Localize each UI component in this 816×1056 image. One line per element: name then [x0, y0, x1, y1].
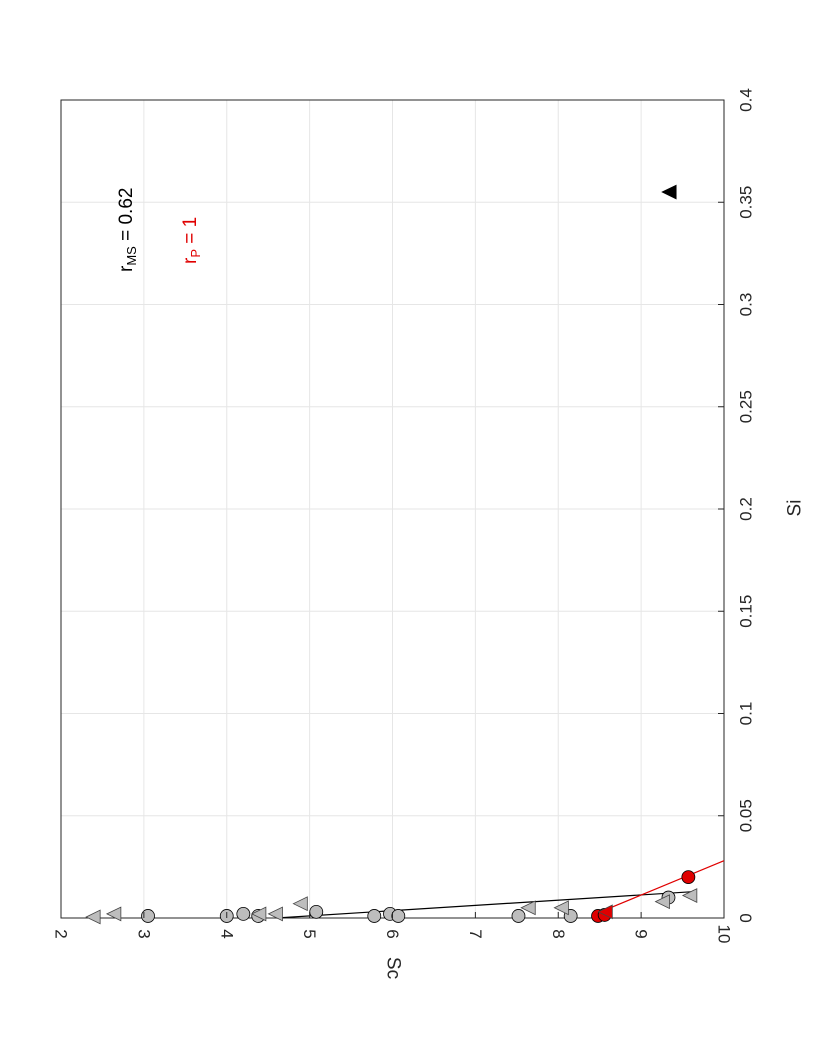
tick-label-sc-text: 2 [52, 929, 71, 938]
tick-label-si-text: 0.35 [737, 186, 756, 219]
tick-label-sc: 3 [134, 929, 153, 938]
tick-label-sc-text: 7 [466, 929, 485, 938]
fit-line-0 [276, 890, 697, 919]
data-point-circle [681, 870, 696, 884]
tick-label-si-text: 0.15 [737, 595, 756, 628]
tick-label-si-text: 0.25 [737, 390, 756, 423]
svg-text:rMS = 0.62: rMS = 0.62 [116, 188, 139, 272]
tick-label-sc: 4 [217, 929, 236, 938]
tick-label-si-text: 0.2 [737, 497, 756, 521]
grid [60, 99, 725, 919]
tick-label-sc: 2 [52, 929, 71, 938]
data-point-triangle [681, 888, 698, 903]
data-point-triangle [250, 906, 267, 922]
data-point-triangle [597, 904, 613, 920]
tick-label-sc: 5 [300, 929, 319, 938]
tick-label-sc-text: 9 [632, 929, 651, 938]
annotation-r-p-label: r [180, 257, 201, 264]
tick-label-sc-text: 8 [549, 929, 568, 938]
data-point-triangle [105, 906, 122, 922]
annotation-r-ms-label: r [116, 265, 137, 272]
tick-label-si-text: 0 [737, 913, 756, 922]
tick-label-sc-text: 6 [383, 929, 402, 938]
tick-label-sc-text: 3 [134, 929, 153, 938]
tick-label-si-text: 0.3 [737, 293, 756, 317]
data-point-circle [141, 909, 155, 923]
tick-label-sc-text: 4 [217, 929, 236, 938]
tick-label-si: 0.05 [737, 799, 756, 832]
tick-label-si: 0.35 [737, 186, 756, 219]
tick-label-si: 0.25 [737, 390, 756, 423]
tick-label-sc: 6 [383, 929, 402, 938]
annotation-r-ms-value: = 0.62 [116, 188, 137, 247]
x-ticks: 0 0.05 0.1 0.15 0.2 0.25 0.3 0.35 0.4 [718, 88, 756, 923]
x-axis-label-text: Si [785, 500, 806, 517]
data-point-triangle [654, 894, 670, 910]
fit-line-1 [595, 860, 725, 915]
tick-label-sc: 9 [632, 929, 651, 938]
svg-text:rP = 1: rP = 1 [180, 217, 203, 264]
x-axis-label: Si [785, 500, 806, 517]
tick-label-si-text: 0.4 [737, 88, 756, 112]
y-axis-label: Sc [383, 957, 404, 979]
tick-label-si-text: 0.05 [737, 799, 756, 832]
data-point-circle [391, 909, 406, 923]
data-point-triangle [292, 896, 308, 912]
data-point-triangle [520, 900, 536, 916]
data-point-triangle [267, 906, 283, 922]
data-point-triangle [553, 900, 569, 916]
tick-label-si: 0.3 [737, 293, 756, 317]
annotation-r-p: rP = 1 [180, 217, 203, 264]
tick-label-si: 0.1 [737, 702, 756, 726]
data-point-triangle [661, 184, 677, 200]
data-point-circle [309, 904, 324, 919]
data-point-triangle [85, 909, 101, 925]
tick-label-sc: 7 [466, 929, 485, 938]
y-ticks: 2 3 4 5 6 7 8 9 10 [52, 912, 734, 943]
fit-lines [276, 860, 725, 919]
annotation-r-p-value: = 1 [180, 217, 201, 249]
annotation-r-p-sub: P [188, 249, 203, 258]
tick-label-sc: 8 [549, 929, 568, 938]
data-point-circle [367, 909, 382, 923]
tick-label-si: 0 [737, 913, 756, 922]
tick-label-sc-text: 10 [715, 925, 734, 944]
annotation-r-ms: rMS = 0.62 [116, 188, 139, 272]
tick-label-sc: 10 [715, 925, 734, 944]
y-axis-label-text: Sc [383, 957, 404, 979]
tick-label-si: 0.15 [737, 595, 756, 628]
tick-label-sc-text: 5 [300, 929, 319, 938]
tick-label-si: 0.4 [737, 88, 756, 112]
data-points [85, 184, 698, 925]
data-point-circle [236, 907, 251, 921]
tick-label-si-text: 0.1 [737, 702, 756, 726]
data-point-circle [511, 909, 526, 923]
annotation-r-ms-sub: MS [124, 246, 139, 266]
tick-label-si: 0.2 [737, 497, 756, 521]
